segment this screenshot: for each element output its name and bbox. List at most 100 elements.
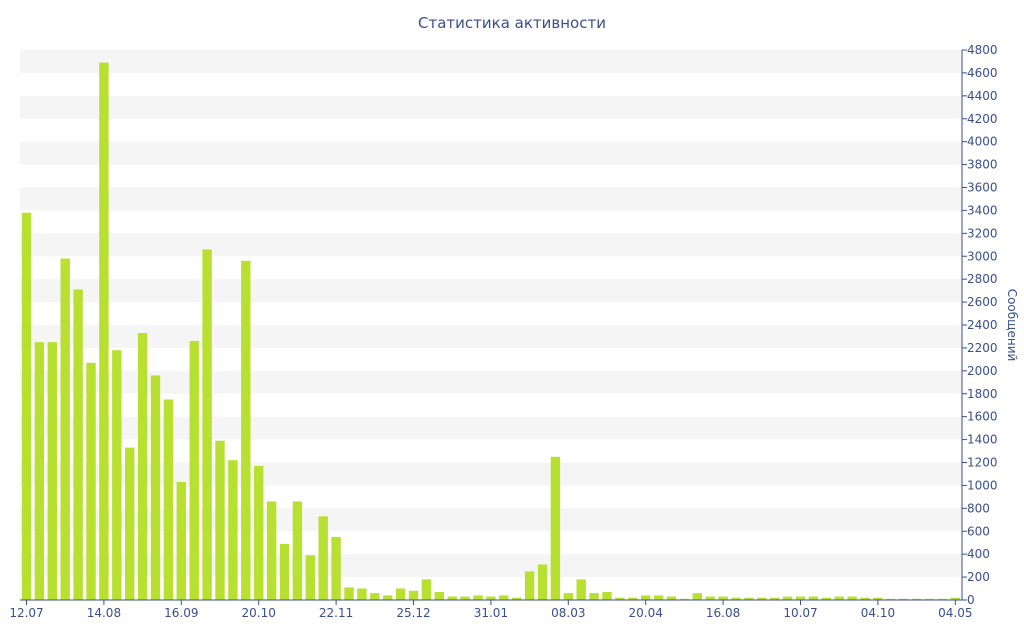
bar xyxy=(641,595,651,600)
bar xyxy=(473,595,483,600)
y-tick-label: 4600 xyxy=(967,66,998,80)
y-tick-label: 600 xyxy=(967,524,990,538)
bar xyxy=(524,571,535,600)
bar xyxy=(679,598,690,600)
bar xyxy=(331,536,341,600)
bar xyxy=(47,342,57,600)
bar xyxy=(34,342,45,600)
bar xyxy=(821,597,831,600)
bar xyxy=(692,593,702,600)
bar xyxy=(512,597,522,600)
y-tick-label: 4000 xyxy=(967,135,998,149)
bar xyxy=(770,597,780,600)
bar xyxy=(782,596,793,600)
bar xyxy=(163,399,174,600)
y-tick-label: 4400 xyxy=(967,89,998,103)
bar xyxy=(886,598,896,600)
bar xyxy=(550,456,561,600)
bar xyxy=(189,341,199,600)
bar xyxy=(408,590,419,600)
bar xyxy=(150,375,161,600)
y-tick-label: 2800 xyxy=(967,272,998,286)
y-tick-label: 2000 xyxy=(967,364,998,378)
bar xyxy=(254,465,264,600)
y-tick-label: 1800 xyxy=(967,387,998,401)
x-tick-label: 31.01 xyxy=(474,606,508,620)
bar xyxy=(60,258,70,600)
grid-band xyxy=(20,462,962,486)
bar xyxy=(873,597,883,600)
bar xyxy=(757,597,767,600)
grid-band xyxy=(20,416,962,440)
x-tick-label: 22.11 xyxy=(319,606,353,620)
bar xyxy=(241,260,251,600)
y-tick-label: 3800 xyxy=(967,158,998,172)
y-tick-label: 3000 xyxy=(967,249,998,263)
y-tick-label: 2600 xyxy=(967,295,998,309)
x-tick-label: 20.04 xyxy=(629,606,663,620)
bar xyxy=(615,597,625,600)
bar xyxy=(279,543,290,600)
y-tick-label: 800 xyxy=(967,501,990,515)
grid-band xyxy=(20,141,962,165)
grid-band xyxy=(20,95,962,119)
grid-band xyxy=(20,50,962,73)
bar xyxy=(486,596,496,600)
bar xyxy=(137,333,148,600)
y-axis-label: Сообщений xyxy=(1005,289,1019,362)
bar xyxy=(395,588,406,600)
x-tick-label: 10.07 xyxy=(783,606,817,620)
bar xyxy=(421,579,432,600)
bar xyxy=(447,596,457,600)
grid-band xyxy=(20,187,962,211)
bar xyxy=(292,501,303,600)
bar xyxy=(344,587,354,600)
bar xyxy=(937,598,948,600)
bar xyxy=(834,596,844,600)
bar xyxy=(21,212,32,601)
x-tick-label: 14.08 xyxy=(87,606,121,620)
bar xyxy=(499,595,509,600)
x-tick-label: 04.05 xyxy=(938,606,972,620)
bar xyxy=(744,597,754,600)
bar xyxy=(705,596,715,600)
bar xyxy=(228,460,238,600)
y-tick-label: 1400 xyxy=(967,433,998,447)
x-tick-label: 25.12 xyxy=(396,606,430,620)
grid-band xyxy=(20,370,962,394)
bar xyxy=(808,596,819,600)
bar xyxy=(357,588,367,600)
bar xyxy=(434,591,444,600)
y-tick-label: 2400 xyxy=(967,318,998,332)
y-tick-label: 400 xyxy=(967,547,990,561)
bar xyxy=(924,598,935,600)
y-tick-label: 200 xyxy=(967,570,990,584)
x-tick-label: 16.08 xyxy=(706,606,740,620)
bar xyxy=(950,597,960,600)
grid-band xyxy=(20,508,962,532)
bar xyxy=(202,249,212,600)
bar xyxy=(215,440,225,600)
bar xyxy=(576,579,586,600)
x-tick-label: 08.03 xyxy=(551,606,585,620)
y-tick-label: 3600 xyxy=(967,181,998,195)
bar xyxy=(899,598,909,600)
bar xyxy=(847,596,857,600)
bar xyxy=(266,501,277,600)
bar xyxy=(718,596,728,600)
bar xyxy=(460,596,470,600)
bar xyxy=(860,597,870,600)
y-tick-label: 2200 xyxy=(967,341,998,355)
bar xyxy=(370,593,380,600)
bar xyxy=(318,516,328,600)
y-tick-label: 1600 xyxy=(967,410,998,424)
y-tick-label: 1000 xyxy=(967,478,998,492)
bar xyxy=(731,597,741,600)
x-tick-label: 04.10 xyxy=(861,606,895,620)
bar xyxy=(666,596,677,600)
y-tick-label: 1200 xyxy=(967,456,998,470)
x-tick-label: 16.09 xyxy=(164,606,198,620)
bar xyxy=(537,564,548,600)
y-tick-label: 4800 xyxy=(967,43,998,57)
